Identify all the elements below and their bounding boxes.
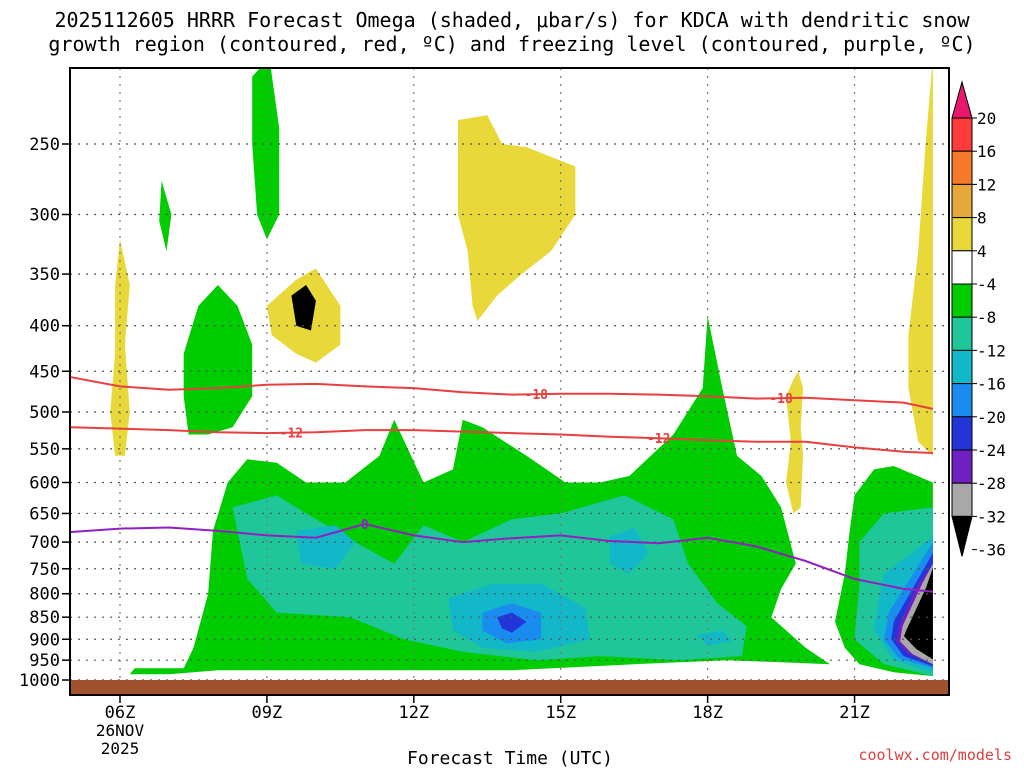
colorbar-label: -4 <box>977 275 996 294</box>
y-tick-label: 700 <box>29 533 60 553</box>
colorbar-label: -20 <box>977 408 1006 427</box>
series-label: 0 <box>361 518 369 533</box>
x-axis-title: Forecast Time (UTC) <box>407 748 613 768</box>
x-tick-label: 21Z <box>839 703 870 723</box>
colorbar-segment <box>951 383 973 418</box>
colorbar-segment <box>951 482 973 517</box>
colorbar-label: 16 <box>977 142 996 161</box>
x-tick-label: 15Z <box>545 703 576 723</box>
ground-terrain <box>70 680 949 695</box>
omega-region <box>609 528 649 574</box>
y-tick-label: 300 <box>29 205 60 225</box>
x-date-label: 26NOV <box>96 721 145 740</box>
colorbar-top-triangle <box>951 80 973 119</box>
omega-region <box>291 285 316 331</box>
x-year-label: 2025 <box>101 739 140 758</box>
chart-title-line-2: growth region (contoured, red, ºC) and f… <box>48 32 976 56</box>
colorbar-label: -36 <box>977 541 1006 560</box>
colorbar-segment <box>951 316 973 351</box>
colorbar-label: -28 <box>977 474 1006 493</box>
colorbar-bottom-triangle <box>951 515 973 557</box>
colorbar: 20 16 12 8 4 -4 -8 -12 -16 -20 -24 -28 -32 -36 <box>951 80 1006 560</box>
y-axis: 2503003504004505005506006507007508008509… <box>19 135 70 691</box>
y-tick-label: 900 <box>29 630 60 650</box>
colorbar-segment <box>951 250 973 285</box>
omega-region <box>110 239 130 456</box>
omega-shading <box>110 68 933 677</box>
colorbar-segment <box>951 150 973 185</box>
chart-title-line-1: 2025112605 HRRR Forecast Omega (shaded, … <box>54 8 970 32</box>
credit-text: coolwx.com/models <box>858 746 1012 764</box>
series-label: -18 <box>525 388 549 403</box>
omega-region <box>183 285 253 435</box>
colorbar-segment <box>951 183 973 219</box>
colorbar-segment <box>951 117 973 152</box>
isotherm-lines: -18 -18 -12 -12 0 <box>70 376 934 593</box>
colorbar-segment <box>951 217 973 252</box>
y-tick-label: 250 <box>29 135 60 155</box>
colorbar-segment <box>951 416 973 451</box>
y-tick-label: 350 <box>29 265 60 285</box>
grid-lines <box>70 68 949 695</box>
series-label: -18 <box>769 392 793 407</box>
series-label: -12 <box>280 427 303 442</box>
y-tick-label: 650 <box>29 504 60 524</box>
y-tick-label: 1000 <box>19 671 60 691</box>
colorbar-segment <box>951 349 973 385</box>
x-tick-label: 09Z <box>252 703 283 723</box>
plot-frame <box>69 67 950 696</box>
colorbar-label: -24 <box>977 441 1006 460</box>
x-tick-label: 12Z <box>398 703 429 723</box>
omega-region <box>457 115 576 321</box>
colorbar-label: -8 <box>977 308 996 327</box>
omega-region <box>159 180 172 252</box>
y-tick-label: 550 <box>29 440 60 460</box>
x-tick-label: 18Z <box>692 703 723 723</box>
series-label: -12 <box>647 432 670 447</box>
colorbar-label: -16 <box>977 375 1006 394</box>
y-tick-label: 450 <box>29 362 60 382</box>
colorbar-label: -12 <box>977 341 1006 360</box>
series-line <box>70 426 933 454</box>
colorbar-label: 20 <box>977 109 996 128</box>
omega-region <box>697 630 733 646</box>
x-tick-label: 06Z <box>105 703 136 723</box>
colorbar-label: 4 <box>977 242 987 261</box>
y-tick-label: 800 <box>29 585 60 605</box>
colorbar-segment <box>951 449 973 484</box>
omega-region <box>908 68 933 456</box>
y-tick-label: 500 <box>29 403 60 423</box>
y-tick-label: 600 <box>29 473 60 493</box>
series-line <box>70 376 934 410</box>
colorbar-label: -32 <box>977 507 1006 526</box>
colorbar-label: 12 <box>977 175 996 194</box>
omega-region <box>296 525 356 569</box>
colorbar-segment <box>951 283 973 318</box>
colorbar-label: 8 <box>977 209 987 228</box>
y-tick-label: 400 <box>29 317 60 337</box>
y-tick-label: 750 <box>29 560 60 580</box>
y-tick-label: 950 <box>29 651 60 671</box>
omega-region <box>252 68 280 240</box>
series-line <box>70 522 933 593</box>
y-tick-label: 850 <box>29 608 60 628</box>
